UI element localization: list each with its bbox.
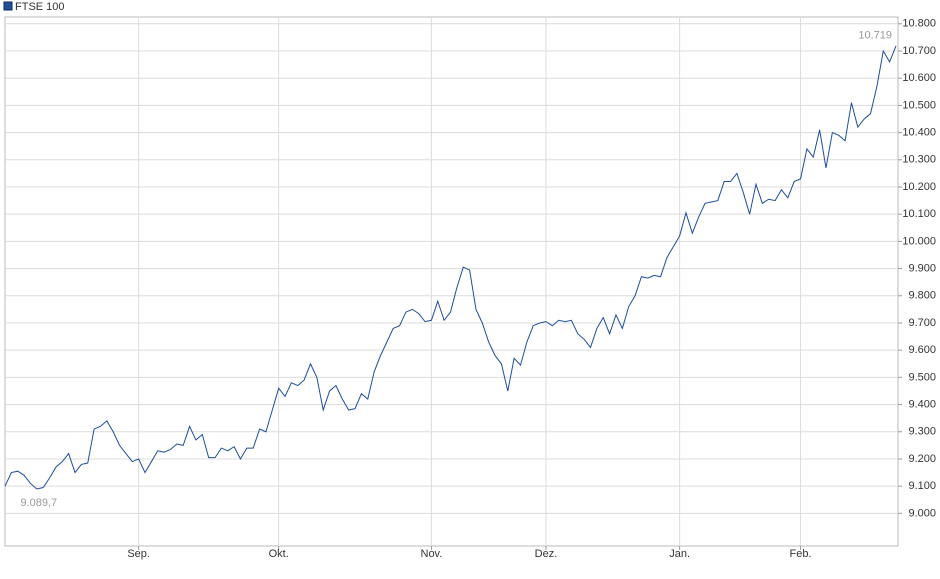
y-tick-label: 9.600 bbox=[908, 344, 936, 356]
price-line bbox=[4, 45, 897, 490]
y-tick-label: 10.300 bbox=[902, 154, 936, 166]
y-tick-label: 9.400 bbox=[908, 398, 936, 410]
y-tick-label: 10.600 bbox=[902, 72, 936, 84]
y-tick-label: 9.000 bbox=[908, 507, 936, 519]
y-tick-label: 10.500 bbox=[902, 99, 936, 111]
y-tick-label: 9.200 bbox=[908, 453, 936, 465]
plot-frame bbox=[4, 16, 899, 547]
y-tick-label: 10.400 bbox=[902, 126, 936, 138]
y-tick-label: 10.000 bbox=[902, 235, 936, 247]
y-tick-label: 9.900 bbox=[908, 262, 936, 274]
legend-label: FTSE 100 bbox=[15, 1, 65, 13]
x-tick-label: Feb. bbox=[790, 548, 812, 560]
y-tick-label: 10.100 bbox=[902, 208, 936, 220]
legend-swatch bbox=[3, 1, 13, 11]
x-tick-label: Okt. bbox=[269, 548, 289, 560]
value-label: 10.719 bbox=[858, 30, 892, 42]
y-tick-label: 10.700 bbox=[902, 45, 936, 57]
y-tick-label: 10.200 bbox=[902, 181, 936, 193]
x-tick-label: Sep. bbox=[127, 548, 150, 560]
x-tick-label: Nov. bbox=[421, 548, 443, 560]
x-tick-label: Jan. bbox=[669, 548, 690, 560]
y-tick-label: 9.800 bbox=[908, 290, 936, 302]
y-tick-label: 9.700 bbox=[908, 317, 936, 329]
y-tick-label: 9.500 bbox=[908, 371, 936, 383]
x-tick-label: Dez. bbox=[535, 548, 558, 560]
y-tick-label: 9.300 bbox=[908, 426, 936, 438]
y-tick-label: 9.100 bbox=[908, 480, 936, 492]
value-label: 9.089,7 bbox=[20, 497, 57, 509]
y-tick-label: 10.800 bbox=[902, 18, 936, 30]
